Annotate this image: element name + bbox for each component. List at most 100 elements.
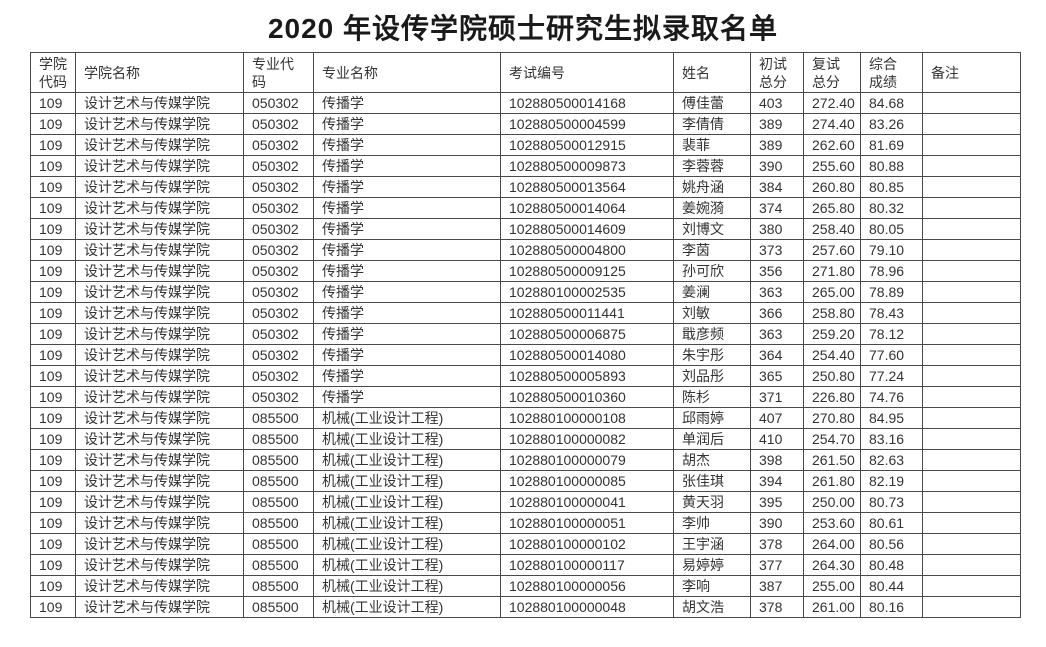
cell-major-code: 050302 xyxy=(243,281,314,303)
cell-college-name: 设计艺术与传媒学院 xyxy=(75,554,244,576)
table-row: 109 设计艺术与传媒学院 050302 传播学 102880500006875 戢彦频 3… xyxy=(30,323,1021,345)
cell-college-name: 设计艺术与传媒学院 xyxy=(75,596,244,618)
cell-remark xyxy=(922,323,1021,345)
cell-exam-id: 102880500005893 xyxy=(500,365,674,387)
cell-major-code: 050302 xyxy=(243,134,314,156)
cell-college-code: 109 xyxy=(30,155,76,177)
cell-college-name: 设计艺术与传媒学院 xyxy=(75,533,244,555)
cell-retest-score: 274.40 xyxy=(803,113,861,135)
cell-overall-score: 80.85 xyxy=(860,176,923,198)
cell-exam-id: 102880100000085 xyxy=(500,470,674,492)
cell-overall-score: 74.76 xyxy=(860,386,923,408)
cell-major-name: 传播学 xyxy=(313,197,501,219)
cell-name: 孙可欣 xyxy=(673,260,751,282)
cell-name: 李响 xyxy=(673,575,751,597)
header-cell-overall-score: 综合 成绩 xyxy=(860,52,923,93)
cell-retest-score: 253.60 xyxy=(803,512,861,534)
table-row: 109 设计艺术与传媒学院 050302 传播学 102880500014080 朱宇彤 3… xyxy=(30,344,1021,366)
header-cell-college-name: 学院名称 xyxy=(75,52,244,93)
cell-name: 王宇涵 xyxy=(673,533,751,555)
cell-remark xyxy=(922,92,1021,114)
cell-initial-score: 373 xyxy=(750,239,804,261)
cell-overall-score: 82.19 xyxy=(860,470,923,492)
cell-exam-id: 102880500004800 xyxy=(500,239,674,261)
cell-initial-score: 364 xyxy=(750,344,804,366)
cell-name: 刘品彤 xyxy=(673,365,751,387)
cell-major-name: 机械(工业设计工程) xyxy=(313,491,501,513)
cell-name: 胡杰 xyxy=(673,449,751,471)
cell-remark xyxy=(922,533,1021,555)
cell-major-name: 传播学 xyxy=(313,323,501,345)
cell-initial-score: 403 xyxy=(750,92,804,114)
cell-initial-score: 389 xyxy=(750,134,804,156)
cell-name: 姚舟涵 xyxy=(673,176,751,198)
cell-name: 易婷婷 xyxy=(673,554,751,576)
cell-initial-score: 378 xyxy=(750,596,804,618)
cell-retest-score: 260.80 xyxy=(803,176,861,198)
cell-exam-id: 102880500009873 xyxy=(500,155,674,177)
cell-overall-score: 81.69 xyxy=(860,134,923,156)
table-row: 109 设计艺术与传媒学院 085500 机械(工业设计工程) 102880100000… xyxy=(30,575,1021,597)
table-row: 109 设计艺术与传媒学院 050302 传播学 102880500012915 裴菲 38… xyxy=(30,134,1021,156)
cell-college-code: 109 xyxy=(30,92,76,114)
table-row: 109 设计艺术与传媒学院 050302 传播学 102880500014168 傅佳蕾 4… xyxy=(30,92,1021,114)
cell-major-name: 机械(工业设计工程) xyxy=(313,512,501,534)
cell-college-name: 设计艺术与传媒学院 xyxy=(75,134,244,156)
cell-remark xyxy=(922,428,1021,450)
cell-exam-id: 102880500014080 xyxy=(500,344,674,366)
cell-overall-score: 80.88 xyxy=(860,155,923,177)
cell-overall-score: 82.63 xyxy=(860,449,923,471)
cell-major-name: 传播学 xyxy=(313,92,501,114)
cell-college-code: 109 xyxy=(30,218,76,240)
cell-initial-score: 387 xyxy=(750,575,804,597)
table-row: 109 设计艺术与传媒学院 050302 传播学 102880500014609 刘博文 3… xyxy=(30,218,1021,240)
cell-exam-id: 102880500006875 xyxy=(500,323,674,345)
cell-remark xyxy=(922,386,1021,408)
cell-retest-score: 261.50 xyxy=(803,449,861,471)
cell-initial-score: 384 xyxy=(750,176,804,198)
cell-name: 李帅 xyxy=(673,512,751,534)
cell-major-code: 085500 xyxy=(243,491,314,513)
cell-initial-score: 363 xyxy=(750,281,804,303)
cell-major-name: 传播学 xyxy=(313,365,501,387)
cell-name: 裴菲 xyxy=(673,134,751,156)
table-row: 109 设计艺术与传媒学院 050302 传播学 102880500004800 李茵 37… xyxy=(30,239,1021,261)
cell-retest-score: 265.80 xyxy=(803,197,861,219)
cell-college-code: 109 xyxy=(30,512,76,534)
cell-initial-score: 380 xyxy=(750,218,804,240)
cell-overall-score: 80.44 xyxy=(860,575,923,597)
cell-college-code: 109 xyxy=(30,323,76,345)
cell-college-name: 设计艺术与传媒学院 xyxy=(75,470,244,492)
cell-major-code: 050302 xyxy=(243,176,314,198)
cell-overall-score: 80.61 xyxy=(860,512,923,534)
cell-retest-score: 254.70 xyxy=(803,428,861,450)
table-row: 109 设计艺术与传媒学院 085500 机械(工业设计工程) 102880100000… xyxy=(30,449,1021,471)
cell-college-name: 设计艺术与传媒学院 xyxy=(75,449,244,471)
table-row: 109 设计艺术与传媒学院 085500 机械(工业设计工程) 102880100000… xyxy=(30,554,1021,576)
cell-major-name: 传播学 xyxy=(313,281,501,303)
cell-major-name: 传播学 xyxy=(313,239,501,261)
cell-remark xyxy=(922,365,1021,387)
cell-retest-score: 261.80 xyxy=(803,470,861,492)
cell-major-name: 机械(工业设计工程) xyxy=(313,428,501,450)
cell-initial-score: 377 xyxy=(750,554,804,576)
cell-remark xyxy=(922,260,1021,282)
cell-retest-score: 257.60 xyxy=(803,239,861,261)
cell-college-name: 设计艺术与传媒学院 xyxy=(75,365,244,387)
cell-college-name: 设计艺术与传媒学院 xyxy=(75,92,244,114)
cell-remark xyxy=(922,218,1021,240)
cell-college-name: 设计艺术与传媒学院 xyxy=(75,491,244,513)
cell-name: 张佳琪 xyxy=(673,470,751,492)
cell-exam-id: 102880500013564 xyxy=(500,176,674,198)
cell-college-name: 设计艺术与传媒学院 xyxy=(75,197,244,219)
cell-remark xyxy=(922,575,1021,597)
cell-exam-id: 102880500011441 xyxy=(500,302,674,324)
header-cell-initial-score: 初试 总分 xyxy=(750,52,804,93)
table-row: 109 设计艺术与传媒学院 085500 机械(工业设计工程) 102880100000… xyxy=(30,428,1021,450)
cell-college-code: 109 xyxy=(30,365,76,387)
cell-major-code: 085500 xyxy=(243,512,314,534)
table-row: 109 设计艺术与传媒学院 050302 传播学 102880500009873 李蓉蓉 3… xyxy=(30,155,1021,177)
cell-remark xyxy=(922,596,1021,618)
cell-overall-score: 84.68 xyxy=(860,92,923,114)
